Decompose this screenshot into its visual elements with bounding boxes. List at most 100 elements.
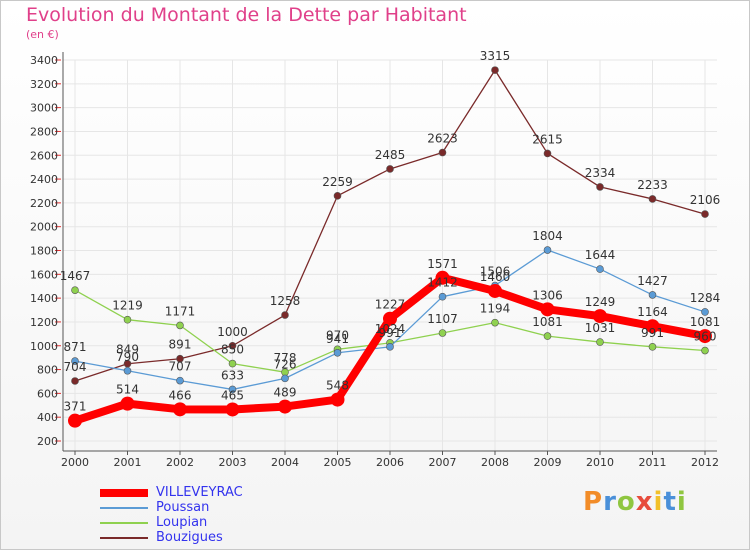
data-point bbox=[593, 309, 607, 324]
data-point bbox=[488, 283, 502, 298]
data-point bbox=[173, 402, 187, 417]
data-point bbox=[438, 292, 447, 301]
x-tick-label: 2010 bbox=[586, 456, 614, 469]
data-point bbox=[698, 329, 712, 344]
data-label: 1107 bbox=[427, 312, 458, 326]
data-point bbox=[386, 165, 394, 173]
x-tick-label: 2006 bbox=[376, 456, 404, 469]
proxiti-logo: Proxiti bbox=[583, 487, 687, 517]
y-tick-label: 2600 bbox=[30, 149, 58, 162]
data-label: 1024 bbox=[375, 322, 406, 336]
y-tick-label: 3000 bbox=[30, 102, 58, 115]
y-tick-label: 1800 bbox=[30, 245, 58, 258]
x-tick-label: 2002 bbox=[166, 456, 194, 469]
data-label: 941 bbox=[326, 332, 349, 346]
y-tick-label: 1600 bbox=[30, 268, 58, 281]
data-label: 1306 bbox=[532, 288, 563, 302]
data-point bbox=[491, 66, 499, 74]
data-label: 1171 bbox=[165, 304, 196, 318]
legend-swatch bbox=[100, 489, 148, 497]
x-tick-label: 2005 bbox=[324, 456, 352, 469]
data-point bbox=[225, 402, 240, 417]
data-label: 2334 bbox=[585, 166, 616, 180]
data-point bbox=[491, 318, 499, 327]
y-tick-label: 400 bbox=[37, 411, 58, 424]
legend-label: Poussan bbox=[156, 500, 210, 515]
data-point bbox=[123, 366, 132, 375]
data-point bbox=[701, 308, 709, 316]
data-label: 465 bbox=[221, 388, 244, 402]
y-tick-label: 3200 bbox=[30, 78, 58, 91]
data-point bbox=[330, 392, 345, 407]
legend-swatch bbox=[100, 537, 148, 539]
data-point bbox=[120, 396, 135, 411]
data-point bbox=[281, 374, 289, 383]
x-tick-label: 2011 bbox=[639, 456, 667, 469]
data-point bbox=[701, 210, 709, 218]
x-tick-label: 2003 bbox=[219, 456, 247, 469]
data-label: 871 bbox=[64, 340, 87, 354]
data-label: 790 bbox=[116, 350, 139, 364]
data-point bbox=[71, 286, 79, 294]
data-point bbox=[68, 413, 82, 428]
data-label: 2106 bbox=[690, 193, 721, 207]
data-label: 1081 bbox=[532, 315, 563, 329]
data-point bbox=[543, 149, 552, 158]
y-tick-label: 2800 bbox=[30, 125, 58, 138]
data-label: 1644 bbox=[585, 248, 616, 262]
data-point bbox=[648, 343, 657, 351]
data-label: 850 bbox=[221, 343, 244, 357]
data-point bbox=[596, 183, 604, 191]
data-label: 1467 bbox=[60, 269, 91, 283]
x-tick-label: 2007 bbox=[429, 456, 457, 469]
data-point bbox=[281, 311, 289, 319]
data-label: 1249 bbox=[585, 295, 616, 309]
data-point bbox=[176, 376, 184, 385]
data-label: 1412 bbox=[427, 276, 458, 290]
data-label: 1506 bbox=[480, 265, 511, 279]
data-label: 489 bbox=[274, 386, 297, 400]
data-label: 991 bbox=[641, 326, 664, 340]
data-point bbox=[176, 354, 184, 363]
unit-label: (en €) bbox=[26, 28, 59, 41]
data-label: 1571 bbox=[427, 257, 458, 271]
y-tick-label: 1200 bbox=[30, 316, 58, 329]
data-point bbox=[648, 195, 657, 203]
data-label: 960 bbox=[694, 330, 717, 344]
data-label: 1284 bbox=[690, 291, 721, 305]
data-point bbox=[540, 302, 555, 317]
data-point bbox=[333, 192, 342, 200]
data-label: 778 bbox=[274, 351, 297, 365]
data-label: 1194 bbox=[480, 302, 511, 316]
x-tick-label: 2008 bbox=[481, 456, 509, 469]
data-point bbox=[176, 321, 184, 330]
data-label: 1000 bbox=[217, 325, 248, 339]
data-point bbox=[701, 346, 709, 355]
chart-title: Evolution du Montant de la Dette par Hab… bbox=[26, 4, 467, 26]
data-label: 371 bbox=[64, 400, 87, 414]
data-label: 3315 bbox=[480, 49, 511, 63]
data-label: 466 bbox=[169, 388, 192, 402]
data-label: 548 bbox=[326, 379, 349, 393]
y-tick-label: 2400 bbox=[30, 173, 58, 186]
x-tick-label: 2009 bbox=[534, 456, 562, 469]
data-point bbox=[71, 357, 79, 365]
data-label: 726 bbox=[274, 357, 297, 371]
data-point bbox=[333, 348, 342, 357]
legend-label: VILLEVEYRAC bbox=[156, 485, 243, 500]
y-tick-label: 800 bbox=[37, 364, 58, 377]
data-point bbox=[543, 332, 552, 340]
legend-swatch bbox=[100, 507, 148, 509]
data-point bbox=[438, 329, 447, 337]
x-tick-label: 2001 bbox=[114, 456, 142, 469]
data-point bbox=[123, 315, 132, 324]
y-tick-label: 1400 bbox=[30, 292, 58, 305]
legend-label: Bouzigues bbox=[156, 530, 223, 545]
data-label: 2615 bbox=[532, 132, 563, 146]
data-label: 2233 bbox=[637, 178, 668, 192]
data-label: 2623 bbox=[427, 132, 458, 146]
data-point bbox=[71, 377, 79, 385]
data-point bbox=[383, 311, 397, 326]
